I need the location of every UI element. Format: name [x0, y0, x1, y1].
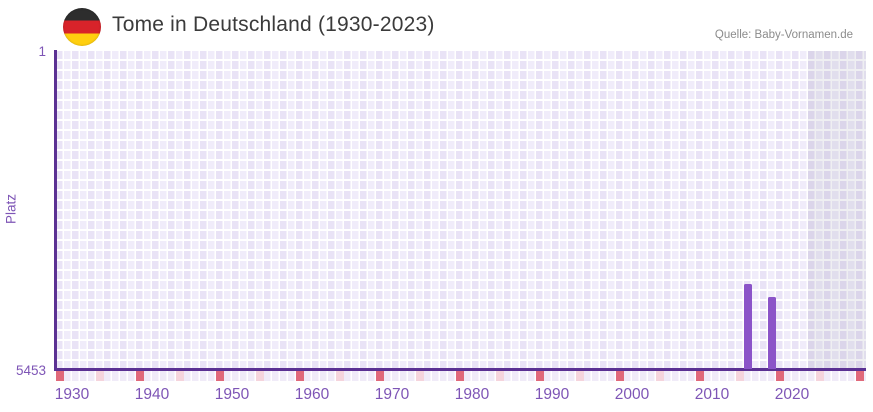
- plot-area: [56, 51, 866, 369]
- half-decade-mark-1975: [416, 370, 424, 381]
- half-decade-mark-2005: [656, 370, 664, 381]
- x-tick-label-1960: 1960: [294, 386, 330, 403]
- decade-mark-2000: [616, 370, 624, 381]
- german-flag-icon: [63, 8, 101, 46]
- x-tick-label-1930: 1930: [54, 386, 90, 403]
- x-tick-label-1980: 1980: [454, 386, 490, 403]
- half-decade-mark-1995: [576, 370, 584, 381]
- y-tick-bottom: 5453: [15, 363, 46, 378]
- x-tick-label-1940: 1940: [134, 386, 170, 403]
- decade-mark-2010: [696, 370, 704, 381]
- x-axis-line: [54, 368, 866, 371]
- decade-mark-2020: [776, 370, 784, 381]
- x-tick-label-2020: 2020: [774, 386, 810, 403]
- half-decade-mark-1935: [96, 370, 104, 381]
- decade-mark-1970: [376, 370, 384, 381]
- decade-mark-1950: [216, 370, 224, 381]
- page-title: Tome in Deutschland (1930-2023): [112, 13, 435, 36]
- future-region-overlay: [808, 51, 866, 369]
- half-decade-mark-1965: [336, 370, 344, 381]
- x-tick-label-2000: 2000: [614, 386, 650, 403]
- x-tick-label-1950: 1950: [214, 386, 250, 403]
- half-decade-mark-2015: [736, 370, 744, 381]
- y-tick-top: 1: [38, 44, 46, 59]
- y-axis-line: [54, 50, 57, 370]
- x-tick-label-1970: 1970: [374, 386, 410, 403]
- decade-mark-1940: [136, 370, 144, 381]
- decade-mark-1960: [296, 370, 304, 381]
- x-tick-label-1990: 1990: [534, 386, 570, 403]
- decade-mark-1930: [56, 370, 64, 381]
- bar-2016[interactable]: [744, 284, 752, 369]
- decade-mark-1990: [536, 370, 544, 381]
- bar-2019[interactable]: [768, 296, 776, 369]
- decade-mark-1980: [456, 370, 464, 381]
- half-decade-mark-1985: [496, 370, 504, 381]
- half-decade-mark-1955: [256, 370, 264, 381]
- source-attribution: Quelle: Baby-Vornamen.de: [714, 29, 853, 41]
- half-decade-mark-2025: [816, 370, 824, 381]
- decade-mark-2030: [856, 370, 864, 381]
- x-tick-label-2010: 2010: [694, 386, 730, 403]
- y-axis-title: Platz: [3, 193, 19, 225]
- half-decade-mark-1945: [176, 370, 184, 381]
